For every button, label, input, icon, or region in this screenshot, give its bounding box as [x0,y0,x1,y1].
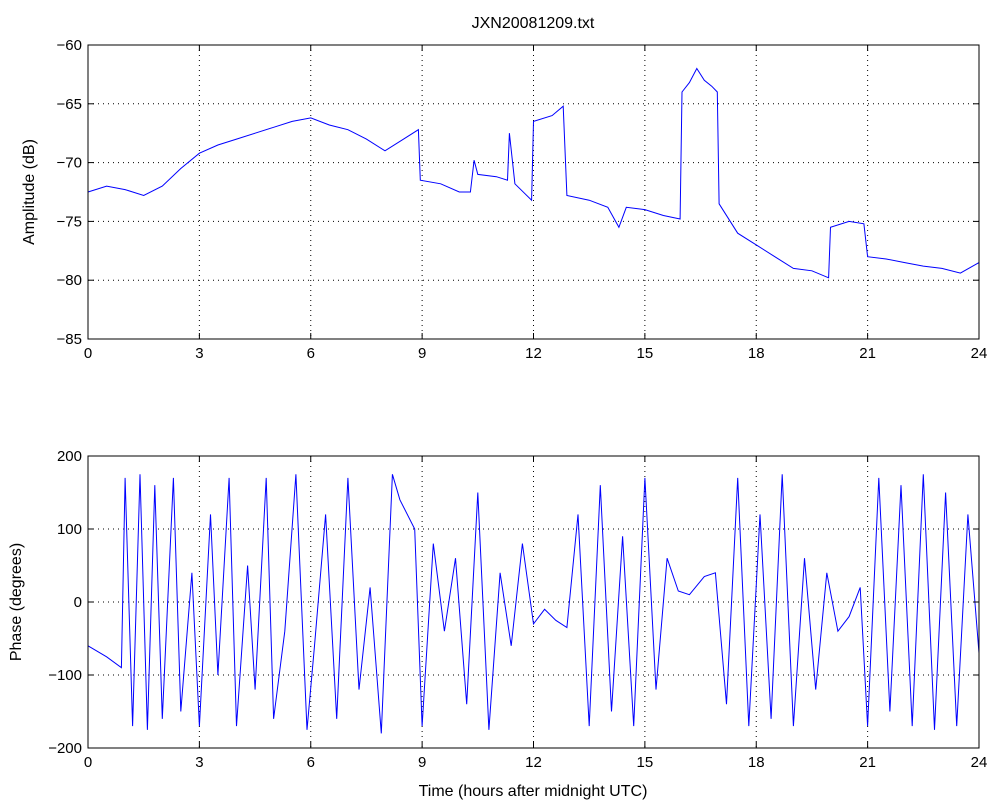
x-tick-label: 0 [84,345,92,362]
y-tick-label: 100 [57,521,82,538]
phase-x-tick-labels: 0 3 6 9 12 15 18 21 24 [84,754,988,771]
y-tick-label: −80 [57,272,82,289]
x-tick-label: 9 [418,754,426,771]
x-tick-label: 9 [418,345,426,362]
phase-series-line [87,474,980,734]
amplitude-y-axis-label: Amplitude (dB) [21,139,38,245]
y-tick-label: −75 [57,213,82,230]
x-tick-label: 21 [859,345,876,362]
x-axis-label: Time (hours after midnight UTC) [419,783,648,800]
y-tick-label: −70 [57,155,82,172]
x-tick-label: 15 [637,754,654,771]
x-tick-label: 3 [195,345,203,362]
y-tick-label: −100 [48,667,82,684]
x-tick-label: 24 [971,754,988,771]
chart-title: JXN20081209.txt [472,15,595,32]
x-tick-label: 6 [307,754,315,771]
amplitude-x-tick-labels: 0 3 6 9 12 15 18 21 24 [84,345,988,362]
phase-panel: 0 3 6 9 12 15 18 21 24 200 100 0 −100 −200 Phase (de… [8,448,987,800]
phase-grid [88,456,979,748]
x-tick-label: 21 [859,754,876,771]
phase-y-axis-label: Phase (degrees) [8,543,25,661]
amplitude-trace-group [87,67,980,279]
y-tick-label: 200 [57,448,82,465]
phase-trace-group [87,474,980,734]
x-tick-label: 12 [525,345,542,362]
y-tick-label: −60 [57,37,82,54]
phase-y-tick-labels: 200 100 0 −100 −200 [48,448,82,757]
amplitude-grid [88,45,979,339]
y-tick-label: −200 [48,740,82,757]
x-tick-label: 12 [525,754,542,771]
x-tick-label: 0 [84,754,92,771]
x-tick-label: 18 [748,754,765,771]
x-tick-label: 24 [971,345,988,362]
x-tick-label: 15 [637,345,654,362]
amplitude-series-line [87,67,980,279]
x-tick-label: 18 [748,345,765,362]
amplitude-panel: JXN20081209.txt 0 3 6 9 12 15 18 21 24 −60 −65 −70… [21,15,987,362]
amplitude-ticks [87,44,980,340]
y-tick-label: −65 [57,96,82,113]
x-tick-label: 3 [195,754,203,771]
y-tick-label: −85 [57,331,82,348]
amplitude-y-tick-labels: −60 −65 −70 −75 −80 −85 [57,37,82,348]
amplitude-axes-frame [87,44,980,340]
phase-ticks [87,455,980,749]
y-tick-label: 0 [74,594,82,611]
x-tick-label: 6 [307,345,315,362]
